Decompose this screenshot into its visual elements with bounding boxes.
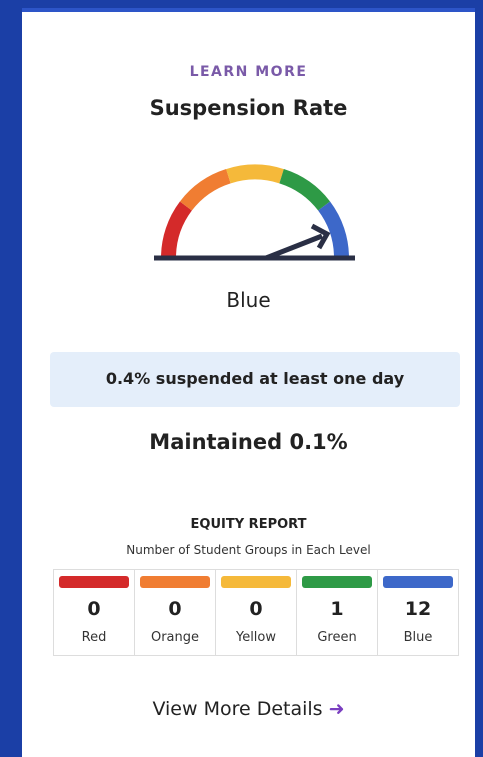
equity-title: EQUITY REPORT — [190, 517, 307, 532]
group-box: 0 Yellow — [215, 569, 297, 656]
group-count: 0 — [249, 598, 263, 620]
equity-groups: 0 Red 0 Orange 0 Yellow 1 Green 12 Blue — [53, 569, 459, 656]
group-label: Yellow — [235, 630, 277, 645]
group-color — [59, 576, 129, 588]
group-box: 1 Green — [296, 569, 378, 656]
group-box: 0 Orange — [134, 569, 216, 656]
change: Maintained 0.1% — [149, 430, 348, 454]
status-box: 0.4% suspended at least one day — [50, 352, 460, 407]
learn-more[interactable]: LEARN MORE — [189, 64, 308, 80]
group-label: Orange — [150, 630, 200, 645]
group-label: Blue — [403, 630, 433, 645]
group-box: 0 Red — [53, 569, 135, 656]
group-label: Red — [81, 630, 107, 645]
status: 0.4% suspended at least one day — [105, 369, 405, 388]
group-color — [383, 576, 453, 588]
card: LEARN MORE Suspension Rate Blue 0.4% sus… — [22, 8, 475, 757]
level: Blue — [226, 288, 271, 312]
group-box: 12 Blue — [377, 569, 459, 656]
group-count: 0 — [168, 598, 182, 620]
arrow: ➜ — [328, 698, 345, 720]
group-color — [221, 576, 291, 588]
link[interactable]: View More Details ➜ — [22, 698, 475, 720]
card-title: Suspension Rate — [149, 96, 348, 120]
link-text[interactable]: View More Details — [152, 698, 323, 720]
group-count: 12 — [404, 598, 432, 620]
gauge — [154, 164, 355, 261]
equity-subtitle: Number of Student Groups in Each Level — [126, 543, 371, 557]
group-count: 0 — [87, 598, 101, 620]
group-label: Green — [317, 630, 357, 645]
group-color — [302, 576, 372, 588]
group-count: 1 — [330, 598, 344, 620]
group-color — [140, 576, 210, 588]
